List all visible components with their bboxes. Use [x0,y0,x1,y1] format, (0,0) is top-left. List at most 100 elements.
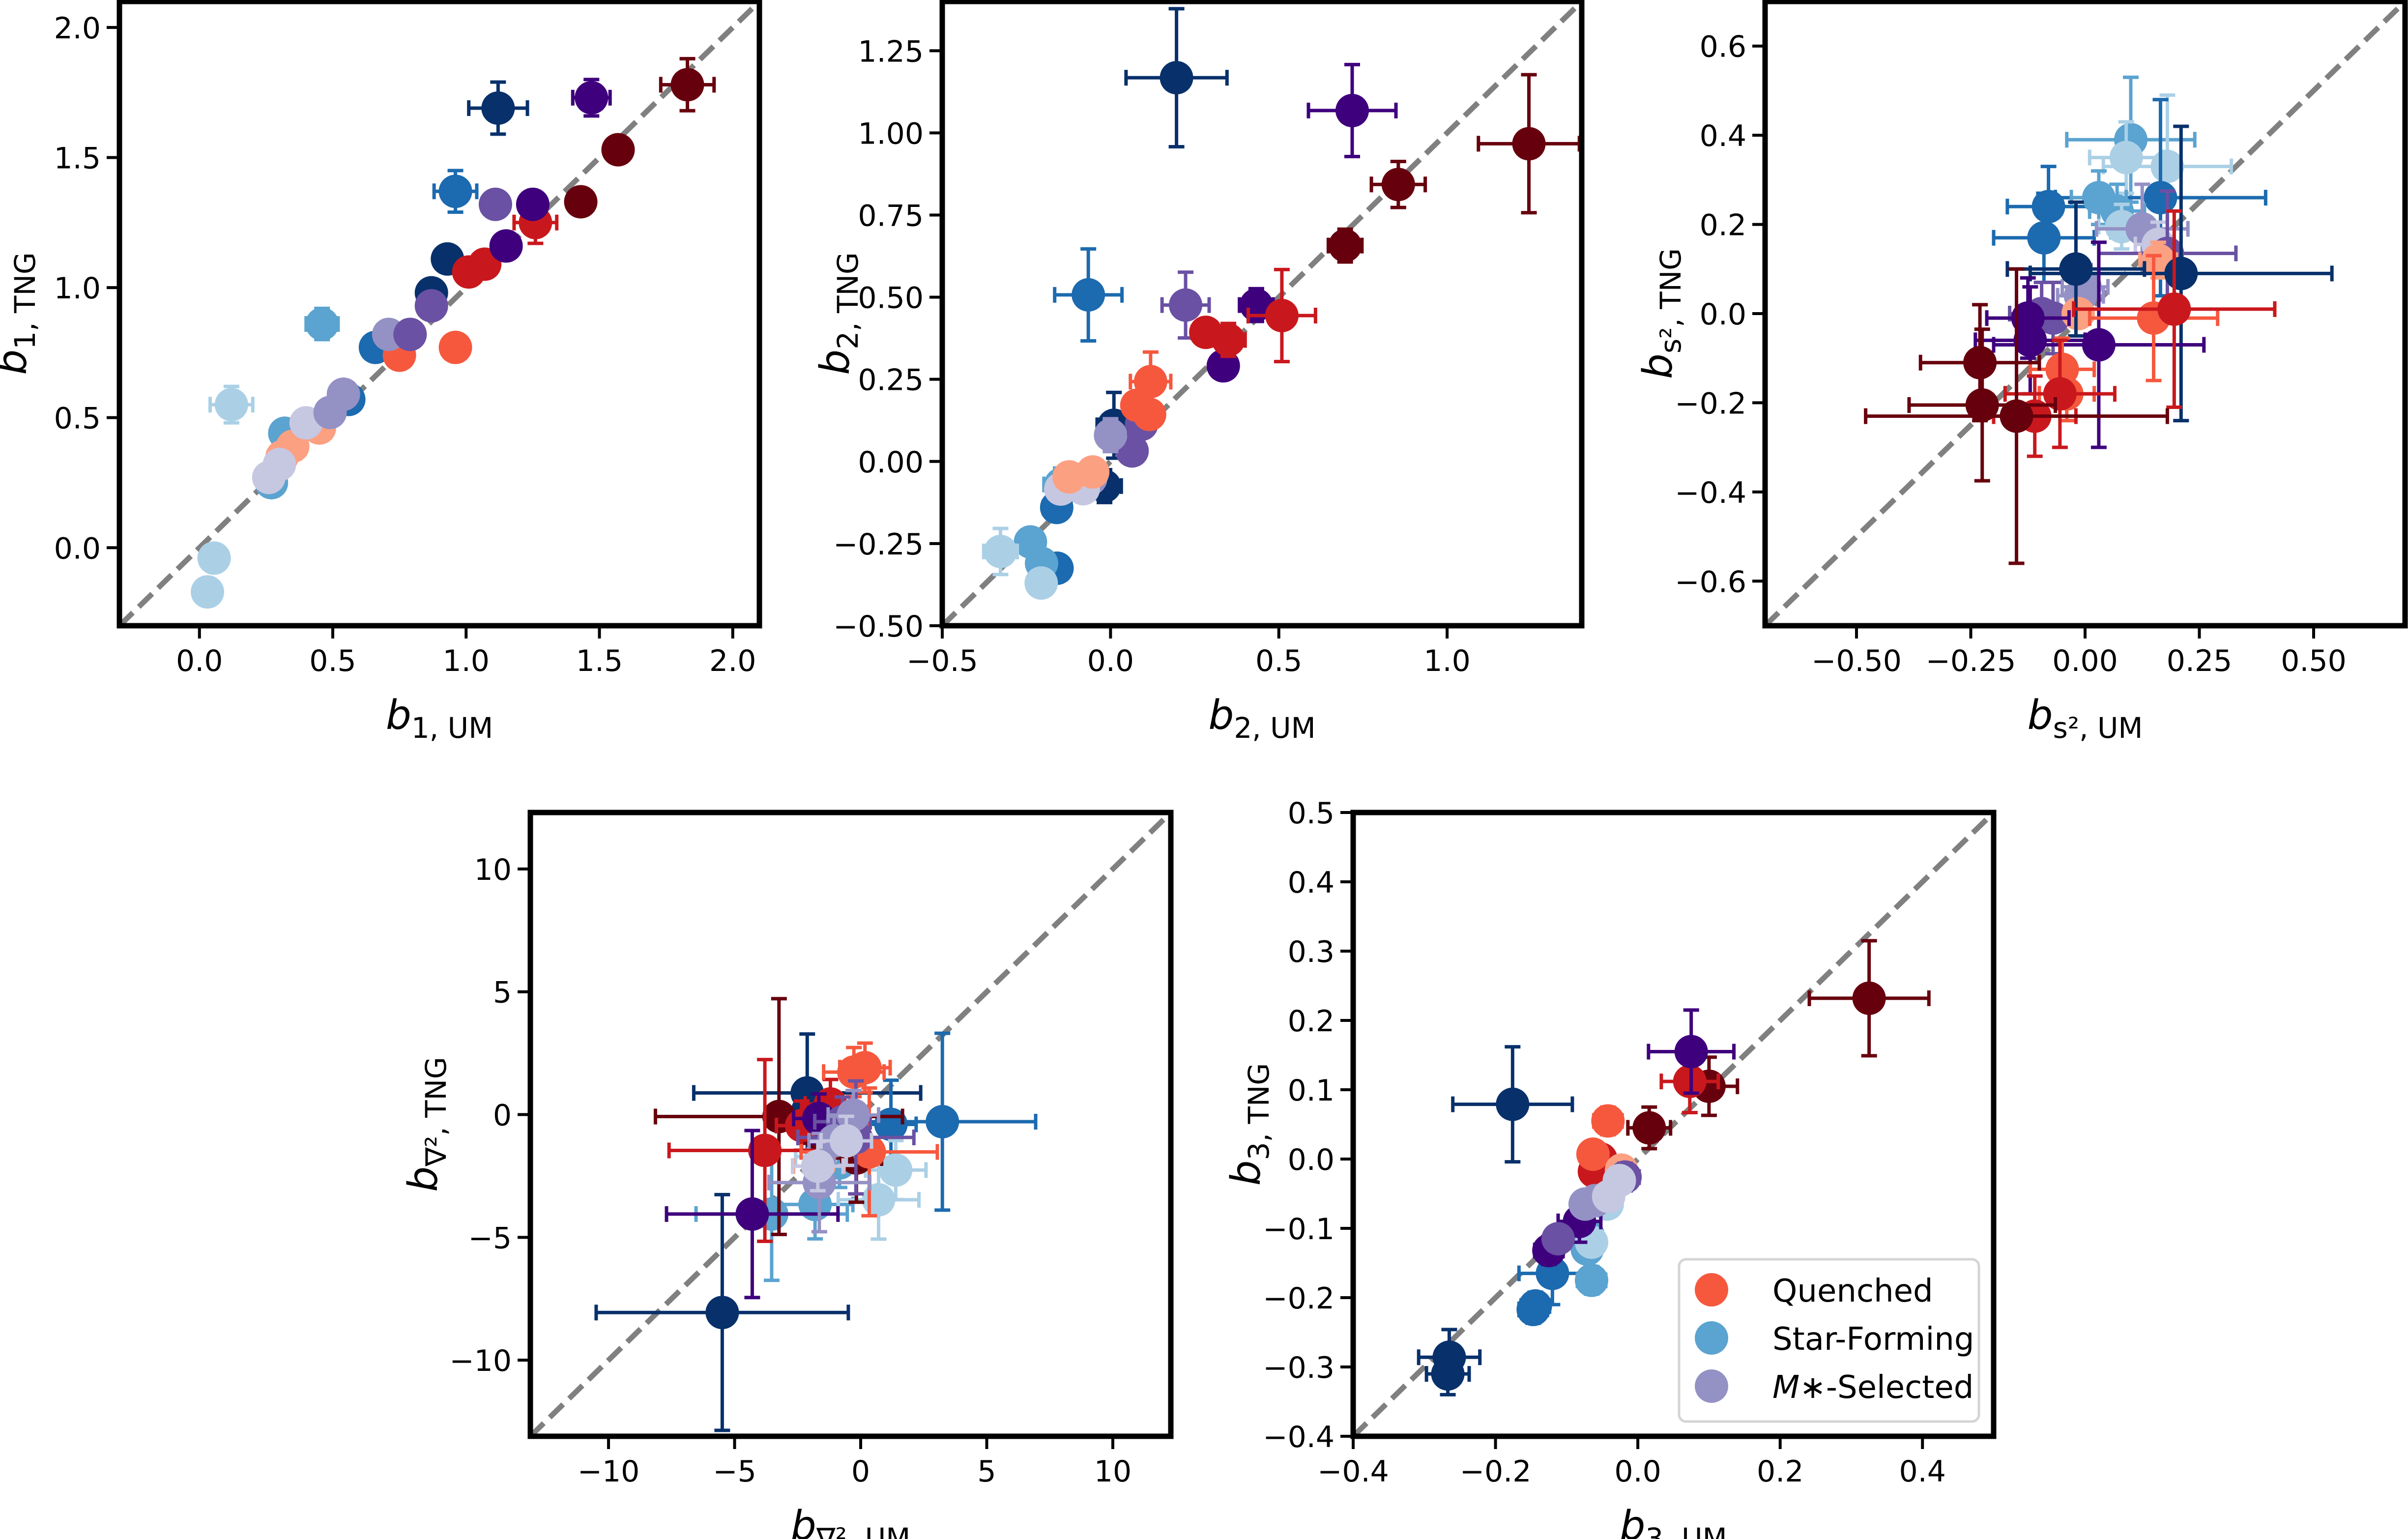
y-tick-label: −5 [468,1221,512,1255]
y-axis-label: b2, TNG [812,252,865,375]
point-marker [879,1153,913,1187]
y-axis-label-subscript: 3, TNG [1242,1063,1276,1161]
point-marker [438,330,472,364]
data-point [414,289,448,323]
data-point [1592,1180,1625,1214]
y-tick-label: 0.2 [1288,1004,1335,1039]
data-point [982,526,1019,577]
y-tick-label: −0.1 [1263,1212,1335,1247]
point-marker [1575,1263,1609,1297]
y-axis-label: b1, TNG [0,252,42,375]
data-point [326,377,360,411]
y-tick-label: 0.4 [1700,119,1746,153]
y-tick-label: −0.3 [1263,1351,1335,1385]
data-point [1160,270,1211,340]
legend-label: Quenched [1772,1273,1933,1309]
point-marker [2164,257,2198,290]
point-marker [1852,981,1886,1015]
plot-area [1353,813,1994,1436]
legend-label: M∗-Selected [1772,1369,1973,1406]
point-marker [801,1149,835,1183]
plot-area [942,1,1582,626]
point-marker [601,133,635,167]
data-point [1424,1351,1471,1396]
point-marker [1381,168,1415,202]
y-tick-label: −0.4 [1675,476,1746,510]
x-tick-label: −10 [578,1454,640,1489]
x-tick-label: 0.00 [2052,644,2118,678]
data-point [438,330,472,364]
y-axis-label: b3, TNG [1223,1063,1276,1186]
data-point [208,384,255,425]
legend-item: Star-Forming [1695,1321,1974,1358]
legend-marker [1695,1321,1728,1355]
y-axis-label-symbol: b [812,349,859,375]
point-marker [1335,93,1369,127]
y-axis-label-subscript: s², TNG [1654,248,1687,353]
point-marker [2027,221,2061,255]
data-point [819,1114,873,1167]
data-point [1576,1137,1610,1171]
y-tick-label: 0.4 [1288,866,1335,900]
point-marker [1094,418,1128,452]
x-axis-label-symbol: b [2028,692,2053,739]
x-tick-label: −0.25 [1926,644,2016,678]
axes-frame [939,0,1585,629]
y-tick-label: 0.0 [1700,297,1746,332]
y-tick-label: 0 [493,1099,512,1133]
y-tick-label: 0.1 [1288,1074,1335,1108]
data-point [601,133,635,167]
y-tick-label: −0.2 [1263,1281,1335,1316]
point-marker [326,377,360,411]
y-tick-label: 1.00 [858,116,924,151]
data-point [791,1139,845,1192]
point-marker [984,534,1017,568]
data-point [467,80,529,136]
y-tick-label: 0.6 [1700,30,1746,64]
y-axis-label: bs², TNG [1635,248,1687,379]
data-point [659,57,716,113]
x-tick-label: 0.0 [1087,644,1134,678]
point-marker [438,174,472,208]
legend-marker [1695,1369,1728,1403]
point-marker [414,289,448,323]
data-point [1647,1008,1736,1095]
x-tick-label: 5 [977,1454,996,1489]
point-marker [1328,229,1362,262]
panel-3: −0.50 −0.25 0.00 0.25 0.50 −0.6 −0.4 −0.2 0.0 0.2… [1635,0,2408,745]
point-marker [1072,278,1105,312]
x-axis-label: b3, UM [1620,1503,1727,1539]
panel-1: 0.00.51.01.52.00.00.51.01.52.0b1, UMb1, … [0,0,762,745]
point-marker [516,187,550,221]
y-tick-label: −10 [449,1344,512,1378]
data-point [1024,566,1058,600]
identity-line [1353,813,1994,1436]
data-point [571,78,612,118]
point-marker [478,187,512,221]
y-tick-label: 2.0 [54,11,101,46]
data-point [1907,327,2058,483]
point-marker [197,541,231,575]
data-point [1306,62,1398,158]
y-tick-label: 0.00 [858,445,924,480]
data-point [516,187,550,221]
x-axis-label: b∇², UM [791,1503,910,1539]
data-point [1807,939,1931,1058]
data-point [1591,1104,1625,1138]
x-tick-label: −0.2 [1460,1454,1532,1489]
data-point [1369,160,1427,209]
plot-area [530,813,1171,1436]
y-tick-label: −0.25 [833,527,924,562]
data-point [1094,417,1128,454]
legend-frame [1678,1258,1980,1423]
point-marker [1965,388,1999,422]
data-point [1246,267,1317,364]
y-tick-label: −0.50 [833,610,924,644]
point-marker [262,447,296,481]
x-axis-label-symbol: b [386,692,411,739]
x-axis-label-symbol: b [1208,692,1234,739]
data-point [665,1129,840,1300]
y-tick-label: 0.5 [54,402,101,436]
data-point [2072,209,2277,409]
